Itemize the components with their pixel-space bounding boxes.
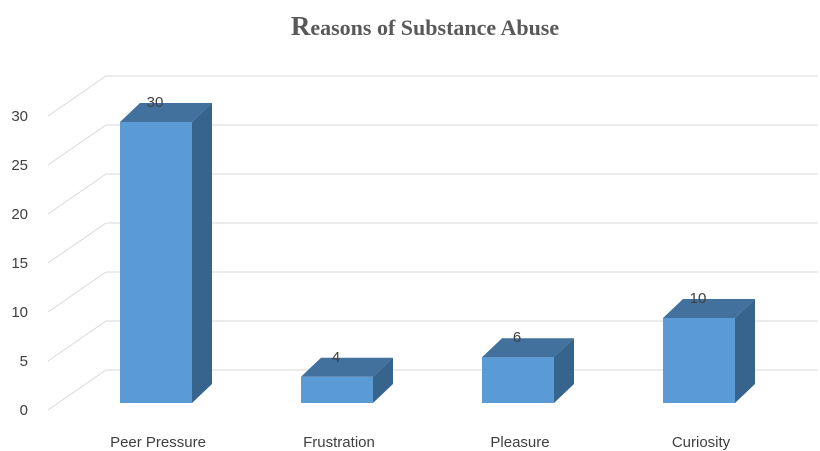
bar [301,357,393,403]
x-category-label: Peer Pressure [110,434,206,451]
bar-front [663,318,735,403]
bar-front [301,376,373,403]
data-label: 30 [147,94,164,111]
bar-side [373,357,393,403]
gridline-diagonal [47,124,107,166]
y-tick-label: 10 [11,304,28,321]
gridline-diagonal [47,369,107,411]
x-category-label: Pleasure [490,434,549,451]
y-tick-label: 25 [11,157,28,174]
gridline-diagonal [47,222,107,264]
bar-front [120,122,192,403]
y-tick-label: 15 [11,255,28,272]
data-labels: 30 4 6 10 [147,94,707,366]
y-tick-label: 0 [20,402,28,419]
gridline-diagonal [47,75,107,117]
bar-side [735,299,755,403]
bar [482,338,574,403]
chart-title-initial: R [291,11,311,41]
bar-top [301,357,393,377]
data-label: 4 [332,349,340,366]
x-category-label: Curiosity [672,434,731,451]
bars [120,103,755,403]
bar-top [120,103,212,122]
gridlines [47,75,818,411]
y-tick-label: 20 [11,206,28,223]
bar [120,103,212,403]
bar-side [192,103,212,403]
y-tick-label: 30 [11,108,28,125]
y-axis-ticks: 0 5 10 15 20 25 30 [11,108,28,419]
bar-side [554,338,574,403]
gridline-diagonal [47,320,107,362]
y-tick-label: 5 [20,353,28,370]
bar-front [482,357,554,403]
bar-top [663,299,755,318]
x-category-label: Frustration [303,434,375,451]
bar [663,299,755,403]
chart-title-rest: easons of Substance Abuse [310,15,559,40]
bar-top [482,338,574,358]
x-axis-labels: Peer Pressure Frustration Pleasure Curiosit… [110,434,731,451]
data-label: 6 [513,329,521,346]
chart-title: Reasons of Substance Abuse [291,11,560,41]
gridline-diagonal [47,173,107,215]
gridline-diagonal [47,271,107,313]
data-label: 10 [690,290,707,307]
